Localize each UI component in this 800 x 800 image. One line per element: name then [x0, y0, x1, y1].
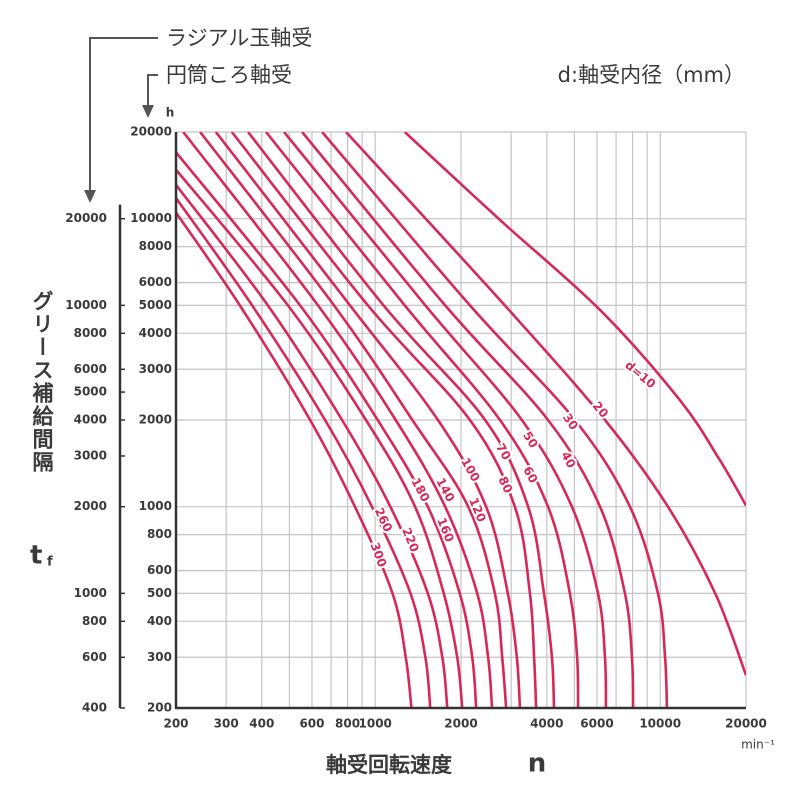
curve: [230, 132, 538, 708]
curve: [301, 132, 635, 708]
y2-tick-label: 8000: [74, 326, 107, 340]
curve: [199, 132, 508, 708]
curve: [265, 132, 580, 708]
y-tick-label: 10000: [130, 211, 172, 225]
y-unit: h: [166, 106, 175, 120]
y2-tick-label: 1000: [74, 586, 107, 600]
x-tick-label: 6000: [580, 717, 613, 731]
curve-label: 220: [399, 526, 421, 554]
curve-label: 30: [560, 411, 581, 433]
y-tick-label: 2000: [139, 413, 172, 427]
y-tick-label: 3000: [139, 362, 172, 376]
arrow-head: [142, 105, 154, 118]
roller-arrow: [147, 74, 158, 107]
x-tick-label: 300: [214, 717, 239, 731]
y2-tick-label: 10000: [65, 298, 107, 312]
x-tick-label: 1000: [359, 717, 392, 731]
curve: [176, 168, 464, 708]
y2-tick-label: 5000: [74, 385, 107, 399]
x-tick-label: 400: [249, 717, 274, 731]
y-tick-label: 300: [147, 650, 172, 664]
y-symbol: t: [30, 541, 42, 571]
y-symbol-sub: f: [47, 555, 53, 570]
curve-label: 80: [496, 474, 516, 495]
y2-tick-label: 20000: [65, 211, 107, 225]
curve: [345, 132, 746, 676]
y-tick-label: 20000: [130, 125, 172, 139]
x-tick-label: 2000: [444, 717, 477, 731]
x-tick-label: 800: [335, 717, 360, 731]
y-tick-label: 500: [147, 586, 172, 600]
curve-label: d=10: [622, 358, 658, 391]
curve-label: 40: [558, 449, 578, 470]
y-tick-label: 800: [147, 527, 172, 541]
x-unit: min⁻¹: [741, 738, 775, 752]
roller-label: 円筒ころ軸受: [166, 63, 292, 87]
y-tick-label: 600: [147, 563, 172, 577]
y2-tick-label: 400: [82, 701, 107, 715]
curve-label: 300: [368, 541, 390, 569]
grid: [175, 131, 747, 709]
y-tick-label: 200: [147, 701, 172, 715]
curve: [247, 132, 556, 708]
curve-label: 20: [590, 399, 611, 421]
curve: [176, 197, 432, 708]
curve: [403, 132, 746, 507]
curve-label: 50: [520, 429, 541, 451]
y-tick-label: 8000: [139, 239, 172, 253]
curve-label: 100: [458, 455, 483, 484]
legend-title: d:軸受内径（mm）: [558, 63, 745, 87]
y-tick-label: 1000: [139, 499, 172, 513]
curve: [321, 132, 669, 708]
curve: [176, 151, 478, 708]
x-tick-label: 200: [163, 717, 188, 731]
radial-arrow: [89, 37, 158, 192]
curve: [182, 132, 494, 708]
curve: [214, 132, 522, 708]
y2-tick-label: 2000: [74, 499, 107, 513]
curve: [283, 132, 608, 708]
y-tick-label: 6000: [139, 275, 172, 289]
x-symbol: n: [528, 749, 547, 779]
y-tick-label: 5000: [139, 298, 172, 312]
y2-tick-label: 6000: [74, 362, 107, 376]
y-axis-title: グリース補給間隔: [30, 290, 55, 474]
curves: [176, 132, 746, 708]
x-axis-title: 軸受回転速度: [326, 753, 452, 777]
arrow-head: [84, 190, 96, 203]
y-tick-label: 400: [147, 614, 172, 628]
x-tick-label: 20000: [725, 717, 767, 731]
y-tick-label: 4000: [139, 326, 172, 340]
y2-tick-label: 800: [82, 614, 107, 628]
radial-label: ラジアル玉軸受: [166, 26, 312, 50]
curve: [176, 184, 449, 708]
y2-tick-label: 3000: [74, 448, 107, 462]
x-tick-label: 4000: [530, 717, 563, 731]
curve-labels: d=10203040506070801001201401601802202603…: [366, 356, 661, 571]
x-tick-label: 10000: [639, 717, 681, 731]
y2-tick-label: 4000: [74, 413, 107, 427]
x-tick-label: 600: [299, 717, 324, 731]
y2-tick-label: 600: [82, 650, 107, 664]
curve: [176, 211, 413, 708]
